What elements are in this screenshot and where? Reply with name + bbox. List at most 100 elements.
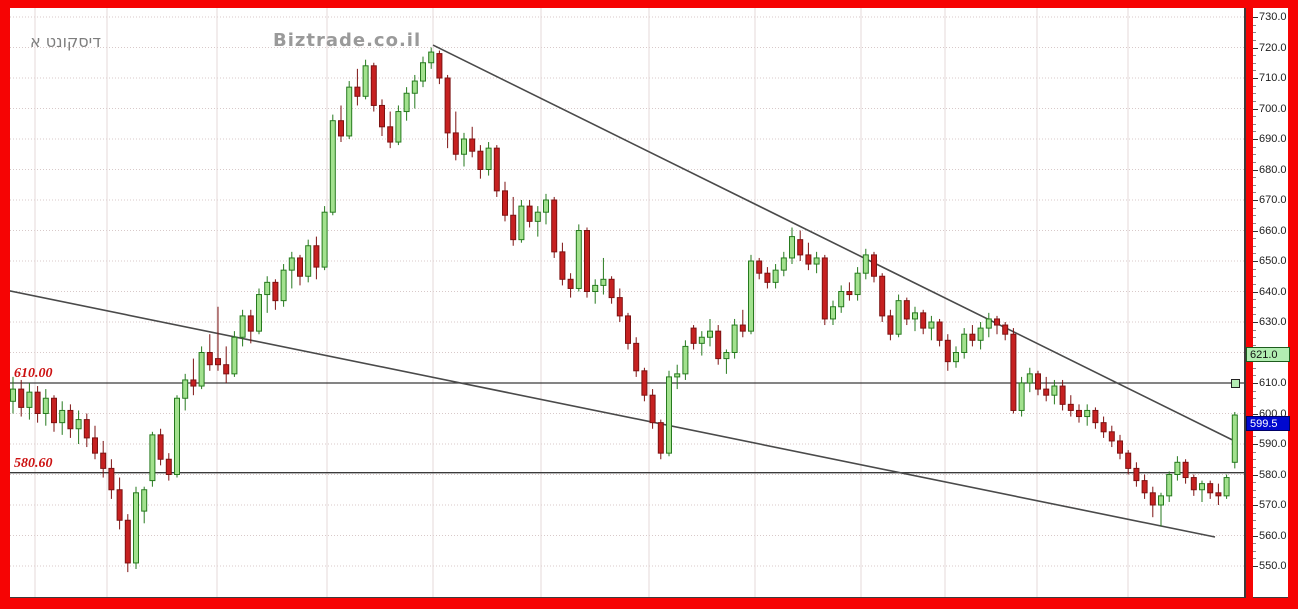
candle-up xyxy=(329,120,336,213)
candle-up xyxy=(666,376,672,454)
candle-down xyxy=(452,132,459,155)
axis-minor-tick xyxy=(1253,55,1256,57)
axis-minor-tick xyxy=(1253,344,1256,346)
axis-major-tick xyxy=(1253,566,1258,567)
axis-minor-tick xyxy=(1253,520,1256,522)
axis-minor-tick xyxy=(1253,329,1256,331)
axis-major-tick xyxy=(1253,413,1258,415)
candle-down xyxy=(1076,409,1082,418)
axis-minor-tick xyxy=(1253,85,1256,87)
candle-down xyxy=(715,330,722,360)
candle-down xyxy=(551,199,558,253)
candle-down xyxy=(797,239,804,256)
candle-down xyxy=(846,291,853,296)
candle-down xyxy=(223,364,230,375)
axis-minor-tick xyxy=(1253,543,1256,545)
axis-tick-label: 640.0 xyxy=(1259,285,1287,298)
candle-down xyxy=(920,312,927,329)
candle-down xyxy=(903,300,910,320)
candle-up xyxy=(362,65,369,97)
candle-up xyxy=(698,336,705,344)
candle-down xyxy=(18,388,25,408)
candle-up xyxy=(748,260,754,332)
candle-up xyxy=(59,409,66,424)
candle-up xyxy=(772,269,779,283)
alert-price-badge: 621.0 xyxy=(1246,347,1290,363)
candle-up xyxy=(789,236,795,259)
axis-minor-tick xyxy=(1253,497,1256,499)
candle-up xyxy=(961,333,968,354)
axis-minor-tick xyxy=(1253,459,1256,461)
candle-down xyxy=(247,315,254,332)
instrument-title: דיסקונט א xyxy=(30,32,101,51)
axis-minor-tick xyxy=(1253,192,1256,194)
candle-up xyxy=(723,352,730,360)
candle-up xyxy=(862,254,869,274)
candle-up xyxy=(1199,483,1205,491)
candle-down xyxy=(879,275,886,317)
axis-minor-tick xyxy=(1253,100,1256,102)
candle-down xyxy=(116,489,123,521)
axis-minor-tick xyxy=(1253,512,1256,514)
candle-down xyxy=(649,394,656,424)
candle-up xyxy=(133,492,139,564)
price-line-handle[interactable] xyxy=(1231,379,1240,388)
axis-major-tick xyxy=(1253,291,1258,293)
axis-minor-tick xyxy=(1253,451,1256,453)
axis-major-tick xyxy=(1253,230,1258,232)
candle-up xyxy=(141,489,148,512)
axis-tick-label: 560.0 xyxy=(1259,529,1287,542)
axis-tick-label: 590.0 xyxy=(1259,438,1287,450)
candle-down xyxy=(1133,467,1140,482)
axis-major-tick xyxy=(1253,139,1258,140)
axis-minor-tick xyxy=(1253,489,1256,491)
candle-down xyxy=(616,297,623,317)
candle-down xyxy=(370,65,377,106)
candle-down xyxy=(633,342,640,372)
candle-up xyxy=(174,397,180,475)
axis-minor-tick xyxy=(1253,306,1256,308)
candle-down xyxy=(887,315,894,335)
axis-major-tick xyxy=(1253,108,1258,110)
axis-major-tick xyxy=(1253,78,1258,79)
candle-up xyxy=(411,80,418,94)
candle-up xyxy=(1018,382,1025,411)
axis-major-tick xyxy=(1253,17,1258,18)
axis-minor-tick xyxy=(1253,215,1256,217)
axis-minor-tick xyxy=(1253,436,1256,438)
candle-down xyxy=(124,519,131,564)
axis-minor-tick xyxy=(1253,39,1256,41)
candle-down xyxy=(526,205,533,222)
axis-major-tick xyxy=(1253,505,1258,506)
candle-down xyxy=(1043,388,1050,396)
candle-down xyxy=(477,150,484,170)
candle-down xyxy=(493,147,500,192)
axis-minor-tick xyxy=(1253,558,1256,560)
candle-up xyxy=(280,269,287,302)
axis-minor-tick xyxy=(1253,405,1256,407)
candle-down xyxy=(502,190,508,216)
candle-up xyxy=(674,373,681,378)
axis-minor-tick xyxy=(1253,375,1256,377)
axis-minor-tick xyxy=(1253,398,1256,400)
trendline-1[interactable] xyxy=(10,290,1216,538)
trendline-2[interactable] xyxy=(432,44,1233,441)
axis-minor-tick xyxy=(1253,70,1256,72)
candle-down xyxy=(871,254,877,277)
candle-down xyxy=(567,278,574,289)
candle-down xyxy=(100,452,107,469)
candle-down xyxy=(1059,385,1066,405)
axis-minor-tick xyxy=(1253,93,1256,95)
candle-down xyxy=(165,458,172,475)
candle-up xyxy=(149,434,156,482)
candle-up xyxy=(1166,474,1173,497)
candle-down xyxy=(379,104,385,128)
candle-down xyxy=(313,245,320,268)
candle-down xyxy=(1117,440,1123,454)
candle-up xyxy=(182,379,189,399)
candle-up xyxy=(985,318,992,329)
axis-minor-tick xyxy=(1253,314,1256,316)
candle-down xyxy=(67,409,74,430)
axis-minor-tick xyxy=(1253,390,1256,392)
